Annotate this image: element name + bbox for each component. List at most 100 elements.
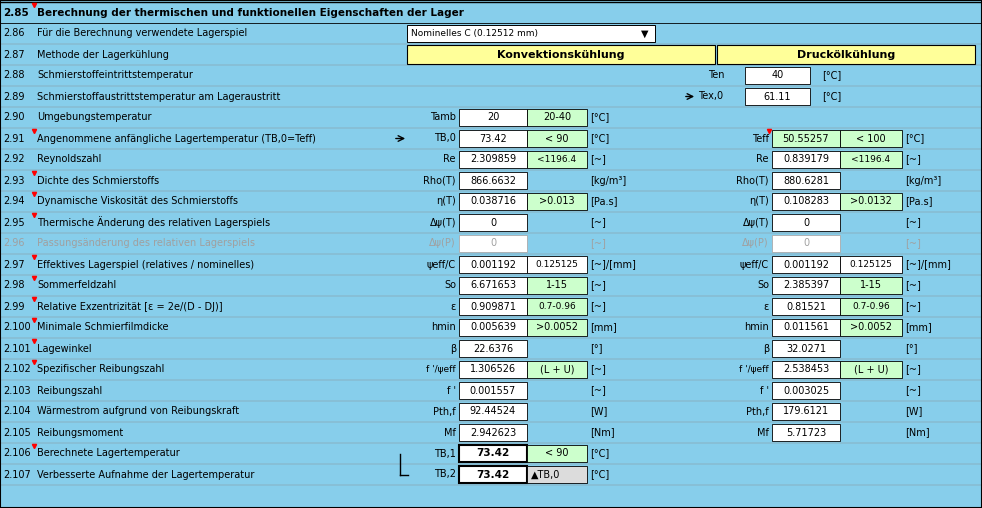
Text: Dichte des Schmierstoffs: Dichte des Schmierstoffs: [37, 175, 159, 185]
Bar: [459, 466, 527, 483]
Text: 6.671653: 6.671653: [470, 280, 517, 291]
Text: 92.44524: 92.44524: [469, 406, 517, 417]
Text: Δψ(T): Δψ(T): [742, 217, 769, 228]
Text: 2.538453: 2.538453: [783, 365, 829, 374]
Bar: [527, 130, 587, 147]
Text: Teff: Teff: [752, 134, 769, 143]
Bar: [840, 151, 902, 168]
Text: Passungsänderung des relativen Lagerspiels: Passungsänderung des relativen Lagerspie…: [37, 238, 255, 248]
Text: 2.104: 2.104: [3, 406, 30, 417]
Text: [~]: [~]: [590, 238, 606, 248]
Bar: [459, 256, 527, 273]
Text: 2.98: 2.98: [3, 280, 25, 291]
Text: 0.7-0.96: 0.7-0.96: [852, 302, 890, 311]
Text: β: β: [763, 343, 769, 354]
Text: [mm]: [mm]: [905, 323, 932, 333]
Text: Reibungszahl: Reibungszahl: [37, 386, 102, 396]
Text: 2.106: 2.106: [3, 449, 30, 459]
Text: < 100: < 100: [856, 134, 886, 143]
Bar: [527, 109, 587, 126]
Bar: [717, 45, 975, 64]
Text: ▲TB,0: ▲TB,0: [531, 469, 561, 480]
Text: 2.99: 2.99: [3, 302, 25, 311]
Text: Spezifischer Reibungszahl: Spezifischer Reibungszahl: [37, 365, 164, 374]
Bar: [459, 235, 527, 252]
Text: ε: ε: [451, 302, 456, 311]
Text: [°C]: [°C]: [590, 469, 609, 480]
Text: β: β: [450, 343, 456, 354]
Text: Effektives Lagerspiel (relatives / nominelles): Effektives Lagerspiel (relatives / nomin…: [37, 260, 254, 270]
Text: 0.125125: 0.125125: [535, 260, 578, 269]
Text: [~]: [~]: [590, 280, 606, 291]
Text: <1196.4: <1196.4: [537, 155, 576, 164]
Text: 2.107: 2.107: [3, 469, 30, 480]
Bar: [745, 67, 810, 84]
Text: f '/ψeff: f '/ψeff: [739, 365, 769, 374]
Text: 73.42: 73.42: [476, 469, 510, 480]
Text: Druckölkühlung: Druckölkühlung: [796, 49, 896, 59]
Bar: [407, 45, 715, 64]
Bar: [840, 277, 902, 294]
Text: 2.100: 2.100: [3, 323, 30, 333]
Text: Berechnete Lagertemperatur: Berechnete Lagertemperatur: [37, 449, 180, 459]
Text: 1.306526: 1.306526: [470, 365, 517, 374]
Bar: [527, 361, 587, 378]
Text: 0.001557: 0.001557: [469, 386, 517, 396]
Text: [~]: [~]: [590, 302, 606, 311]
Text: ψeff/C: ψeff/C: [739, 260, 769, 270]
Bar: [459, 319, 527, 336]
Text: [~]: [~]: [905, 154, 921, 165]
Text: So: So: [444, 280, 456, 291]
Bar: [772, 130, 840, 147]
Text: 61.11: 61.11: [764, 91, 791, 102]
Text: Δψ(T): Δψ(T): [429, 217, 456, 228]
Bar: [527, 466, 587, 483]
Text: 179.6121: 179.6121: [783, 406, 829, 417]
Text: 22.6376: 22.6376: [473, 343, 513, 354]
Text: 0.003025: 0.003025: [783, 386, 829, 396]
Text: 0.909871: 0.909871: [470, 302, 516, 311]
Bar: [459, 403, 527, 420]
Text: Für die Berechnung verwendete Lagerspiel: Für die Berechnung verwendete Lagerspiel: [37, 28, 247, 39]
Bar: [459, 193, 527, 210]
Text: 40: 40: [772, 71, 784, 80]
Bar: [459, 151, 527, 168]
Text: Methode der Lagerkühlung: Methode der Lagerkühlung: [37, 49, 169, 59]
Text: So: So: [757, 280, 769, 291]
Text: 2.90: 2.90: [3, 112, 25, 122]
Text: 2.86: 2.86: [3, 28, 25, 39]
Text: [~]/[mm]: [~]/[mm]: [905, 260, 951, 270]
Text: [°C]: [°C]: [590, 112, 609, 122]
Text: [°C]: [°C]: [590, 134, 609, 143]
Text: 2.85: 2.85: [3, 8, 28, 17]
Bar: [527, 277, 587, 294]
Bar: [840, 130, 902, 147]
Text: 50.55257: 50.55257: [783, 134, 830, 143]
Bar: [459, 172, 527, 189]
Text: 2.89: 2.89: [3, 91, 25, 102]
Text: TB,2: TB,2: [434, 469, 456, 480]
Text: Reibungsmoment: Reibungsmoment: [37, 428, 124, 437]
Text: 880.6281: 880.6281: [783, 175, 829, 185]
Text: 5.71723: 5.71723: [786, 428, 826, 437]
Text: 1-15: 1-15: [860, 280, 882, 291]
Text: ψeff/C: ψeff/C: [427, 260, 456, 270]
Text: f '/ψeff: f '/ψeff: [426, 365, 456, 374]
Text: Re: Re: [444, 154, 456, 165]
Text: [mm]: [mm]: [590, 323, 617, 333]
Text: >0.0052: >0.0052: [536, 323, 578, 333]
Text: 2.101: 2.101: [3, 343, 30, 354]
Bar: [459, 340, 527, 357]
Bar: [772, 235, 840, 252]
Text: [Pa.s]: [Pa.s]: [590, 197, 618, 206]
Text: 0.005639: 0.005639: [470, 323, 516, 333]
Bar: [527, 298, 587, 315]
Text: 2.102: 2.102: [3, 365, 30, 374]
Text: Rho(T): Rho(T): [736, 175, 769, 185]
Text: 0.011561: 0.011561: [783, 323, 829, 333]
Text: hmin: hmin: [744, 323, 769, 333]
Text: 2.88: 2.88: [3, 71, 25, 80]
Text: 866.6632: 866.6632: [470, 175, 516, 185]
Text: Schmierstoffeintrittstemperatur: Schmierstoffeintrittstemperatur: [37, 71, 192, 80]
Text: ▼: ▼: [641, 28, 649, 39]
